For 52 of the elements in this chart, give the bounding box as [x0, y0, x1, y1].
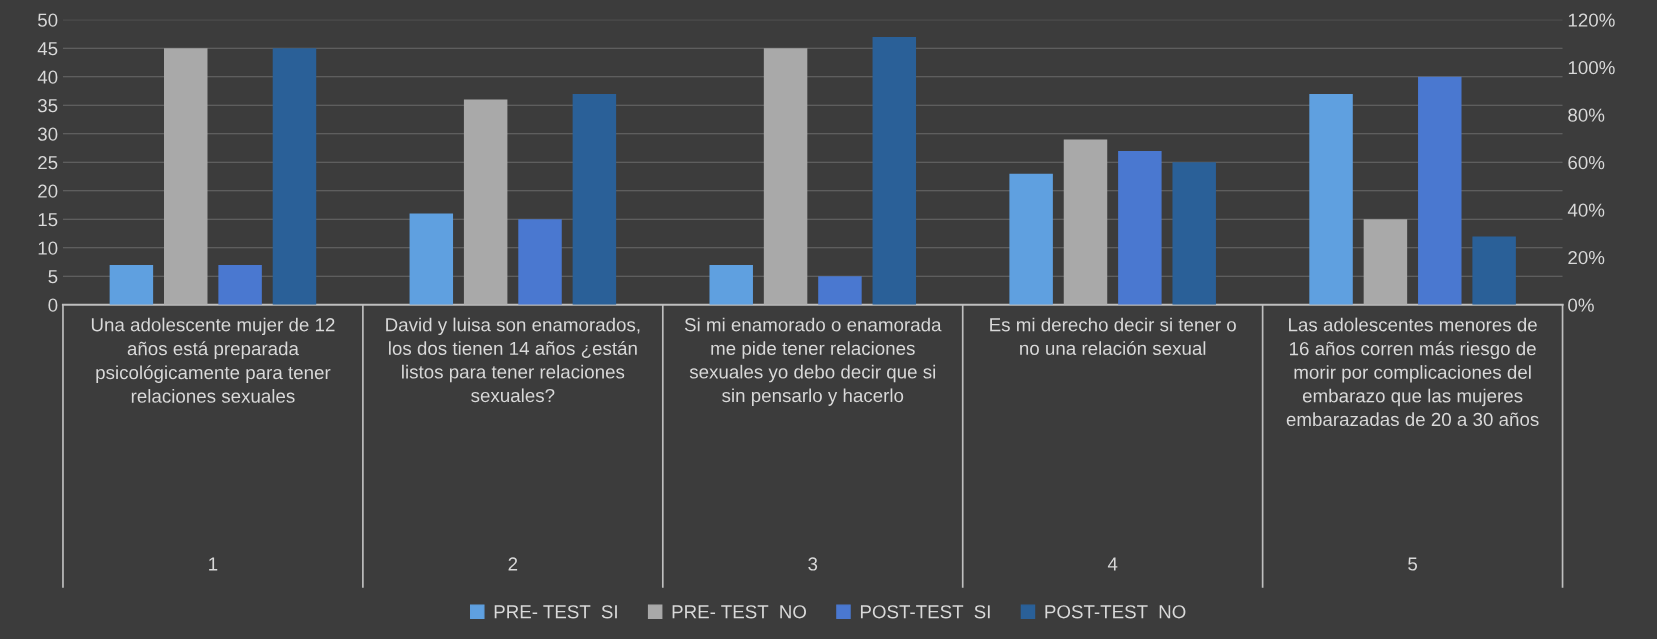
- bar: [409, 213, 454, 305]
- y2-tick-label: 0%: [1568, 298, 1594, 312]
- y-tick-label: 30: [37, 127, 58, 141]
- y-tick-label: 15: [38, 213, 58, 227]
- bar: [1418, 76, 1462, 305]
- y2-tick-label: 80%: [1568, 108, 1605, 122]
- y2-tick-label: 40%: [1567, 203, 1605, 217]
- y-tick-label: 20: [38, 184, 58, 198]
- bar: [1172, 162, 1216, 305]
- bar: [518, 219, 562, 305]
- bar: [1009, 173, 1053, 305]
- y-tick-label: 50: [38, 13, 58, 27]
- text: 4: [1107, 557, 1118, 571]
- y-tick-label: 5: [48, 270, 58, 284]
- legend-label: PRE- TEST SI: [494, 605, 617, 619]
- bar: [818, 276, 862, 305]
- text: 2: [508, 557, 518, 571]
- y-tick-label: 40: [37, 70, 58, 84]
- bar: [218, 264, 262, 305]
- x-tick-label: Si mi enamorado o enamorada me pide tener relaciones sexuales yo debo decir que si sin pensarlo y hacerlo: [684, 317, 942, 406]
- legend-label: PRE- TEST NO: [672, 605, 807, 619]
- x-tick-label: Las adolescentes menores de 16 años corren más riesgo de morir por complicaciones del embarazo que las mujeres embarazadas de 20 a 30 años: [1286, 317, 1539, 427]
- legend-label: POST-TEST SI: [860, 605, 990, 619]
- y2-tick-label: 20%: [1568, 251, 1605, 265]
- bar: [763, 48, 808, 305]
- x-tick-label: Es mi derecho decir si tener o no una relación sexual: [990, 317, 1236, 355]
- bar: [872, 36, 917, 305]
- bar: [1472, 236, 1516, 305]
- bar: [1363, 219, 1408, 305]
- y-tick-label: 45: [37, 42, 58, 56]
- bar: [164, 48, 208, 305]
- y2-tick-label: 120%: [1568, 13, 1615, 27]
- bar: [709, 264, 753, 305]
- bar: [272, 48, 317, 305]
- bar: [572, 93, 617, 305]
- y-tick-label: 10: [38, 241, 58, 255]
- y-tick-label: 35: [37, 99, 58, 113]
- bar: [1118, 150, 1162, 305]
- y-tick-label: 25: [38, 156, 58, 170]
- y-tick-label: 0: [48, 298, 58, 312]
- bar: [463, 99, 508, 305]
- y2-tick-label: 60%: [1568, 156, 1605, 170]
- y2-tick-label: 100%: [1568, 61, 1615, 75]
- legend-label: POST-TEST NO: [1045, 605, 1186, 619]
- x-tick-label: David y luisa son enamorados, los dos tienen 14 años ¿están listos para tener relaciones sexuales?: [386, 317, 640, 403]
- text: 1: [209, 557, 218, 571]
- x-tick-label: Una adolescente mujer de 12 años está preparada psicológicamente para tener relaciones sexuales: [91, 317, 335, 403]
- bar: [109, 264, 154, 305]
- text: 3: [808, 557, 818, 571]
- bar: [1309, 93, 1353, 305]
- bar: [1063, 139, 1108, 305]
- text: 5: [1408, 557, 1418, 571]
